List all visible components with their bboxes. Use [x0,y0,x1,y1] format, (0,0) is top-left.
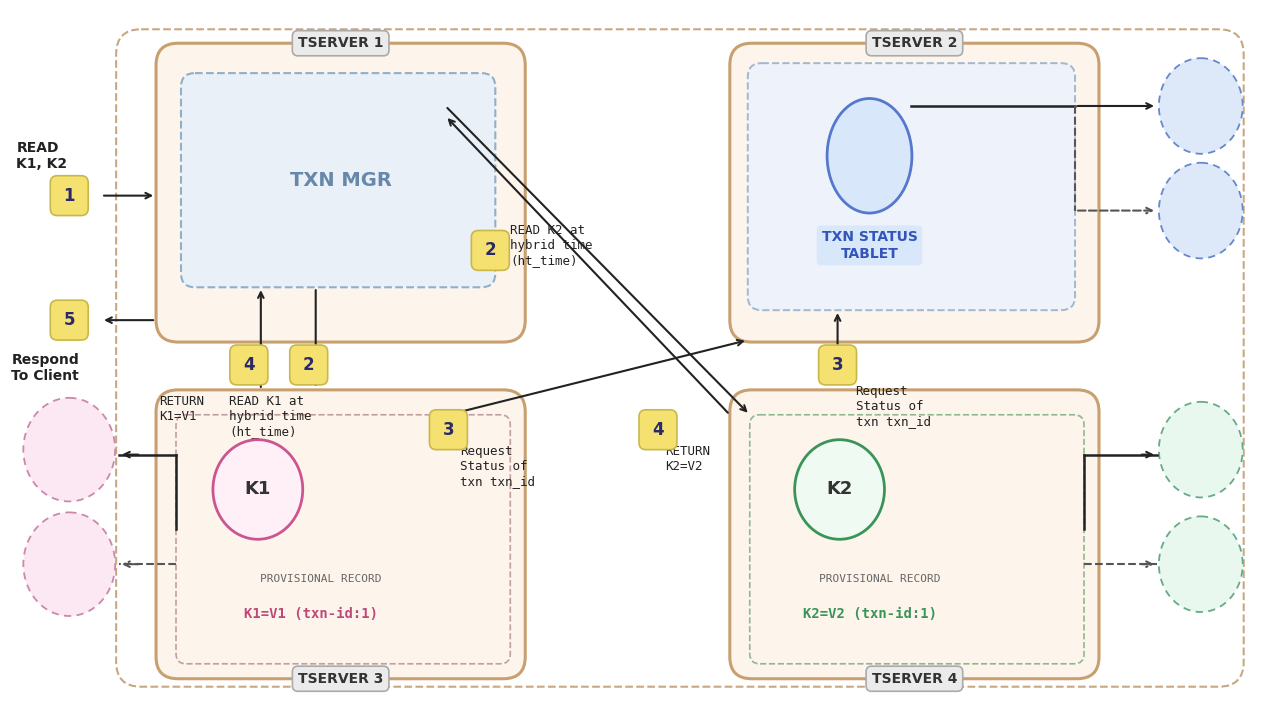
Text: TXN STATUS
TABLET: TXN STATUS TABLET [822,230,918,260]
Text: Request
Status of
txn txn_id: Request Status of txn txn_id [460,445,536,488]
Text: 3: 3 [442,421,454,438]
FancyBboxPatch shape [229,345,268,385]
FancyBboxPatch shape [747,63,1076,310]
FancyBboxPatch shape [156,390,526,679]
Text: 4: 4 [244,356,255,374]
Ellipse shape [1159,163,1242,258]
Text: TSERVER 2: TSERVER 2 [872,36,958,50]
Text: READ
K1, K2: READ K1, K2 [17,140,68,171]
Text: TXN MGR: TXN MGR [290,171,391,190]
Ellipse shape [795,440,885,539]
Text: Respond
To Client: Respond To Client [12,353,79,383]
FancyBboxPatch shape [429,410,468,450]
Text: K1=V1 (txn-id:1): K1=V1 (txn-id:1) [244,607,378,621]
Text: 2: 2 [485,242,496,260]
FancyBboxPatch shape [729,43,1099,342]
Text: Request
Status of
txn txn_id: Request Status of txn txn_id [855,385,931,428]
Text: K2=V2 (txn-id:1): K2=V2 (txn-id:1) [803,607,937,621]
Text: 5: 5 [64,311,74,329]
Text: READ K1 at
hybrid time
(ht_time): READ K1 at hybrid time (ht_time) [229,395,312,438]
FancyBboxPatch shape [181,73,495,287]
FancyBboxPatch shape [472,230,509,270]
FancyBboxPatch shape [638,410,677,450]
Text: PROVISIONAL RECORD: PROVISIONAL RECORD [260,574,382,584]
Text: READ K2 at
hybrid time
(ht_time): READ K2 at hybrid time (ht_time) [510,224,592,267]
Text: K1: K1 [245,481,271,498]
Text: 3: 3 [832,356,844,374]
FancyBboxPatch shape [290,345,328,385]
Ellipse shape [23,398,115,501]
Ellipse shape [1159,402,1242,498]
FancyBboxPatch shape [156,43,526,342]
FancyBboxPatch shape [50,300,88,340]
Text: TSERVER 1: TSERVER 1 [297,36,383,50]
Text: 1: 1 [64,187,74,205]
Text: TSERVER 4: TSERVER 4 [872,672,958,686]
Ellipse shape [23,513,115,616]
Text: 2: 2 [303,356,314,374]
Ellipse shape [1159,58,1242,154]
Text: K2: K2 [827,481,853,498]
Ellipse shape [827,98,912,213]
Ellipse shape [213,440,303,539]
FancyBboxPatch shape [819,345,856,385]
Text: TSERVER 3: TSERVER 3 [297,672,383,686]
Text: RETURN
K1=V1: RETURN K1=V1 [159,395,204,423]
FancyBboxPatch shape [50,175,88,215]
Text: RETURN
K2=V2: RETURN K2=V2 [665,445,710,473]
FancyBboxPatch shape [729,390,1099,679]
Ellipse shape [1159,516,1242,612]
Text: 4: 4 [653,421,664,438]
Text: PROVISIONAL RECORD: PROVISIONAL RECORD [819,574,940,584]
